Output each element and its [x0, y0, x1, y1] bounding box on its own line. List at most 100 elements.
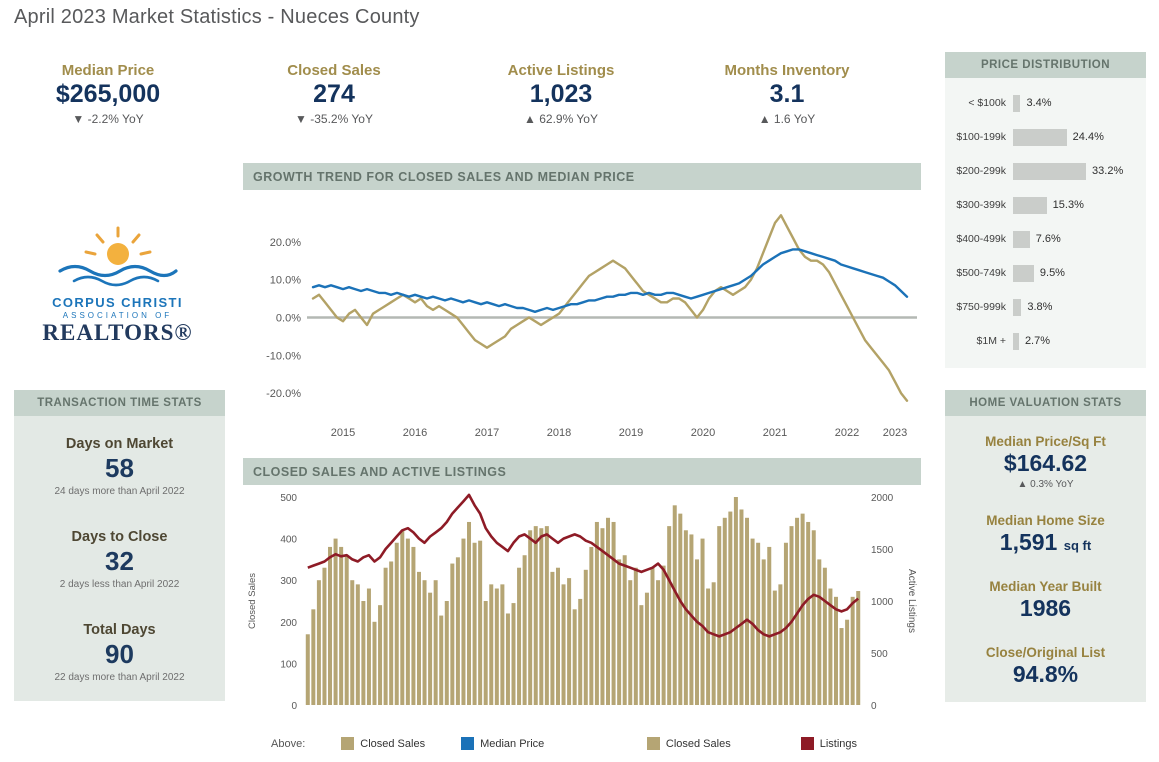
legend-label: Listings [819, 737, 857, 750]
logo-line2: ASSOCIATION OF [62, 311, 173, 320]
legend-label: Closed Sales [665, 737, 731, 750]
logo-line3: REALTORS® [42, 320, 193, 345]
closed-sales-swatch-icon [646, 737, 660, 750]
kpi-label: Active Listings [507, 62, 615, 79]
kpi-closed-sales: Closed Sales 274 ▼ -35.2% YoY [254, 62, 414, 126]
legend-item-closed-sales-below: Closed Sales [646, 737, 731, 750]
svg-text:2022: 2022 [835, 427, 859, 439]
kpi-yoy-delta: ▼ -2.2% YoY [72, 112, 144, 126]
price-distribution-header: PRICE DISTRIBUTION [945, 52, 1146, 78]
home-valuation-panel: HOME VALUATION STATS Median Price/Sq Ft … [945, 390, 1146, 702]
price-dist-bar [1013, 196, 1047, 214]
logo-line1: CORPUS CHRISTI [52, 295, 183, 310]
legend-label: Median Price [480, 737, 545, 750]
price-dist-value: 33.2% [1092, 165, 1124, 177]
price-dist-bar [1013, 298, 1022, 316]
legend-item-median-price: Median Price [461, 737, 544, 750]
sales-listings-chart: 0 100 200 300 400 500 0 500 1000 1500 2000 Closed S… [243, 487, 921, 733]
price-dist-value: 7.6% [1035, 233, 1061, 245]
kpi-value: 1,023 [529, 80, 593, 108]
svg-text:500: 500 [280, 493, 297, 504]
svg-text:2017: 2017 [475, 427, 499, 439]
listings-swatch-icon [800, 737, 814, 750]
svg-text:500: 500 [871, 649, 888, 660]
stat-total-days: Total Days 90 22 days more than April 20… [20, 622, 219, 683]
kpi-label: Closed Sales [287, 62, 381, 79]
stat-yoy-delta: ▲ 0.3% YoY [1017, 479, 1074, 490]
svg-text:100: 100 [280, 659, 297, 670]
price-dist-row: $100-199k 24.4% [947, 120, 1144, 154]
price-distribution-rows: < $100k 3.4% $100-199k 24.4% $200-299k 33.2% $… [945, 78, 1146, 368]
price-dist-row: $200-299k 33.2% [947, 154, 1144, 188]
kpi-yoy-delta: ▲ 1.6 YoY [758, 112, 816, 126]
stat-value: 32 [105, 546, 134, 576]
svg-text:20.0%: 20.0% [270, 237, 301, 249]
price-dist-label: $1M + [976, 335, 1006, 347]
stat-value: 1986 [1019, 595, 1072, 621]
price-dist-bar [1013, 162, 1087, 180]
legend-above-label: Above: [271, 737, 306, 750]
svg-text:2020: 2020 [691, 427, 715, 439]
page-title: April 2023 Market Statistics - Nueces Co… [14, 6, 420, 28]
stat-note: 24 days more than April 2022 [54, 486, 185, 497]
svg-text:Closed Sales: Closed Sales [247, 573, 258, 629]
legend-group-above: Above: Closed Sales Median Price [271, 737, 544, 750]
price-dist-bar [1013, 230, 1030, 248]
price-dist-row: $500-749k 9.5% [947, 256, 1144, 290]
home-valuation-header: HOME VALUATION STATS [945, 390, 1146, 416]
svg-text:-20.0%: -20.0% [266, 388, 301, 400]
price-dist-value: 3.8% [1027, 301, 1053, 313]
price-dist-row: $300-399k 15.3% [947, 188, 1144, 222]
price-dist-value: 2.7% [1024, 335, 1051, 347]
price-distribution-panel: PRICE DISTRIBUTION < $100k 3.4% $100-199k 2… [945, 52, 1146, 368]
kpi-yoy-delta: ▲ 62.9% YoY [524, 112, 598, 126]
price-dist-label: < $100k [968, 97, 1006, 109]
stat-label: Total Days [83, 622, 156, 638]
realtors-logo: CORPUS CHRISTI ASSOCIATION OF REALTORS® [10, 224, 225, 346]
kpi-value: 3.1 [769, 80, 805, 108]
stat-value: 94.8% [1012, 661, 1079, 687]
price-dist-row: $1M + 2.7% [947, 324, 1144, 358]
svg-text:2016: 2016 [403, 427, 427, 439]
price-dist-label: $750-999k [956, 301, 1006, 313]
transaction-panel-header: TRANSACTION TIME STATS [14, 390, 225, 416]
kpi-months-inventory: Months Inventory 3.1 ▲ 1.6 YoY [698, 62, 876, 126]
kpi-median-price: Median Price $265,000 ▼ -2.2% YoY [28, 62, 188, 126]
stat-value: 58 [105, 453, 134, 483]
svg-text:10.0%: 10.0% [270, 275, 301, 287]
stat-number: 1,591 [999, 529, 1058, 555]
svg-text:1000: 1000 [871, 597, 894, 608]
svg-text:1500: 1500 [871, 545, 894, 556]
kpi-value: 274 [313, 80, 355, 108]
svg-text:200: 200 [280, 618, 297, 629]
stat-label: Median Price/Sq Ft [985, 434, 1106, 449]
sales-listings-section-header: CLOSED SALES AND ACTIVE LISTINGS [243, 458, 921, 485]
legend-item-listings: Listings [800, 737, 857, 750]
kpi-label: Median Price [61, 62, 155, 79]
svg-text:-10.0%: -10.0% [266, 350, 301, 362]
transaction-panel-body: Days on Market 58 24 days more than Apri… [14, 416, 225, 701]
price-dist-label: $400-499k [956, 233, 1006, 245]
price-dist-value: 9.5% [1039, 267, 1065, 279]
kpi-active-listings: Active Listings 1,023 ▲ 62.9% YoY [481, 62, 641, 126]
svg-text:2019: 2019 [619, 427, 643, 439]
legend-item-closed-sales-above: Closed Sales [341, 737, 425, 750]
stat-close-original-list: Close/Original List 94.8% [949, 645, 1142, 688]
transaction-time-stats-panel: TRANSACTION TIME STATS Days on Market 58… [14, 390, 225, 701]
price-dist-value: 3.4% [1026, 97, 1052, 109]
growth-trend-section-header: GROWTH TREND FOR CLOSED SALES AND MEDIAN… [243, 163, 921, 190]
stat-value: 90 [105, 639, 134, 669]
stat-days-to-close: Days to Close 32 2 days less than April … [20, 529, 219, 590]
stat-unit: sq ft [1063, 538, 1092, 553]
kpi-value: $265,000 [55, 80, 161, 108]
stat-median-year-built: Median Year Built 1986 [949, 579, 1142, 622]
svg-text:2015: 2015 [331, 427, 355, 439]
svg-text:400: 400 [280, 535, 297, 546]
svg-text:Active Listings: Active Listings [906, 569, 917, 633]
legend-label: Closed Sales [360, 737, 426, 750]
kpi-label: Months Inventory [724, 62, 850, 79]
svg-text:0: 0 [871, 701, 877, 712]
legend-group-below: Closed Sales Listings [577, 737, 857, 750]
stat-label: Median Year Built [989, 579, 1102, 594]
